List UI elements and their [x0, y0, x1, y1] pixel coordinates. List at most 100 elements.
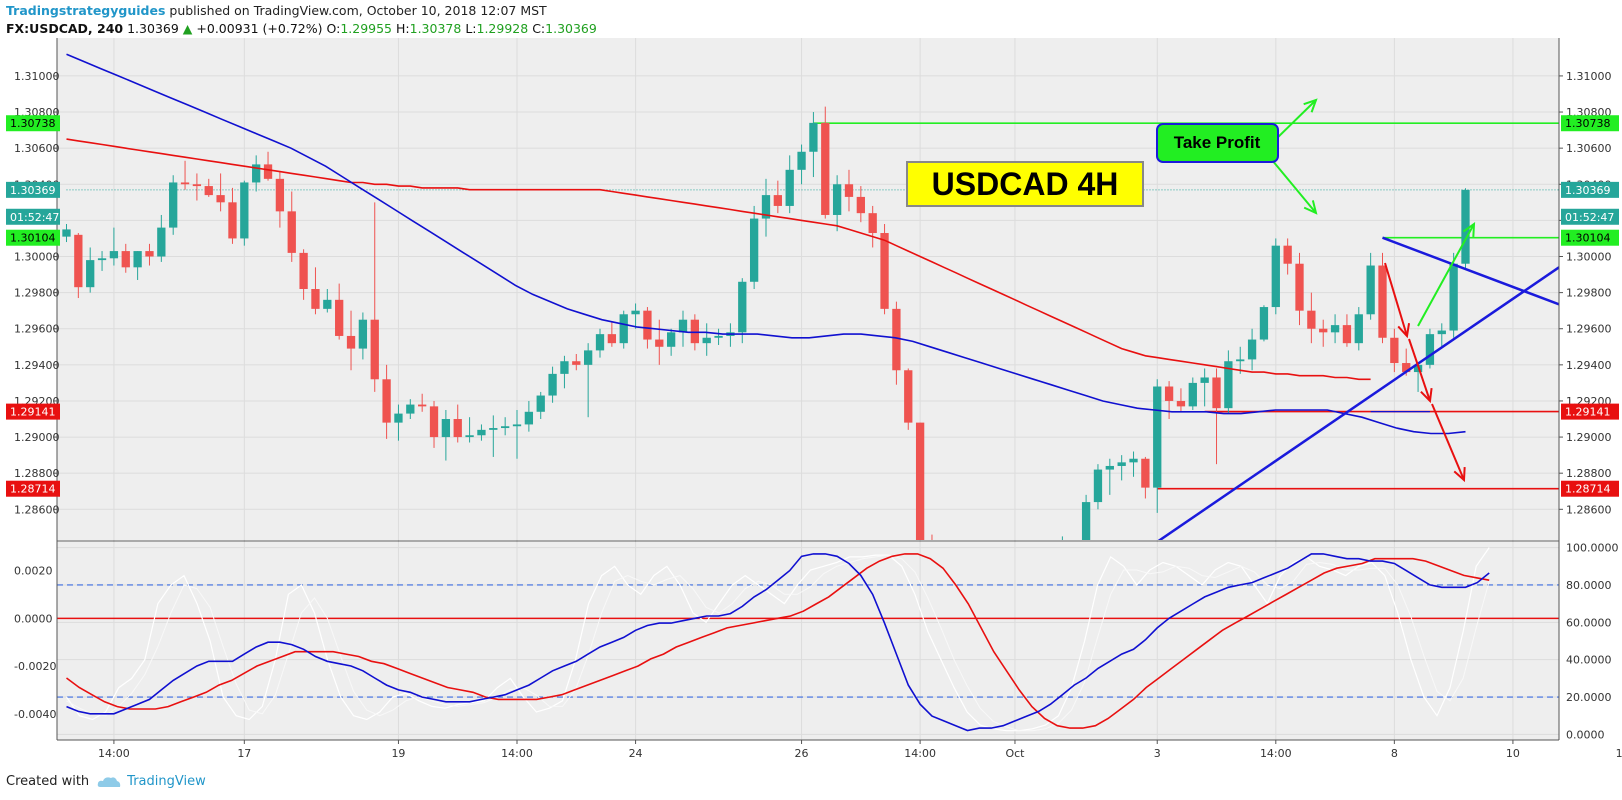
candle [678, 310, 688, 347]
candle-body [1342, 325, 1352, 344]
osc-tick-label-right: 60.0000 [1566, 616, 1612, 629]
candle-body [477, 429, 486, 436]
candle-body [1081, 502, 1091, 540]
candle [880, 223, 889, 315]
osc-tick-label-left: -0.0020 [14, 660, 56, 673]
candle-body [1402, 363, 1411, 373]
candle-body [121, 251, 130, 268]
up-arrow-icon: ▲ [182, 21, 193, 36]
price-badge-left-text: 1.30369 [10, 184, 56, 197]
candle-body [1259, 307, 1269, 340]
price-tick-label-right: 1.30600 [1566, 142, 1612, 155]
take-profit-arrow-up-head [1303, 98, 1318, 113]
candle-body [915, 422, 925, 540]
price-tick-label-left: 1.31000 [14, 70, 60, 83]
x-tick-label: 17 [237, 747, 251, 760]
candle [655, 319, 664, 365]
price-badge-right-text: 1.29141 [1565, 406, 1611, 419]
candle-body [382, 379, 391, 423]
candle [145, 243, 154, 266]
candle-body [524, 411, 534, 425]
candle [121, 243, 130, 273]
candle [1236, 346, 1245, 374]
candle-body [394, 413, 403, 423]
title-box [906, 161, 1144, 207]
candle [465, 417, 474, 443]
take-profit-box [1156, 123, 1279, 163]
price-tick-label-right: 1.29000 [1566, 431, 1612, 444]
bullish-arrow [1417, 223, 1475, 327]
x-tick-label: 24 [629, 747, 643, 760]
candle [1319, 319, 1328, 347]
price-badge-right [1561, 181, 1619, 198]
price-badge-left [6, 403, 60, 420]
candle [548, 366, 557, 403]
price-tick-label-left: 1.28800 [14, 467, 60, 480]
candle-body [1437, 330, 1446, 335]
symbol-header: FX:USDCAD, 240 1.30369 ▲ +0.00931 (+0.72… [6, 21, 597, 36]
candle-body [738, 281, 747, 333]
price-badge-right [1561, 115, 1619, 132]
candle-body [1295, 263, 1304, 311]
candle-body [86, 260, 95, 288]
open-value: 1.29955 [340, 21, 393, 36]
candle [97, 251, 107, 271]
candle [761, 178, 771, 237]
candle [868, 205, 877, 248]
candle-body [821, 122, 830, 215]
candle [418, 393, 427, 412]
candle [702, 323, 711, 356]
candle-body [441, 419, 451, 438]
candle-body [1378, 265, 1387, 338]
candle-body [1425, 334, 1435, 365]
price-badge-right [1561, 403, 1619, 420]
candle [299, 249, 308, 300]
price-badge-left-text: 1.30738 [10, 117, 56, 130]
candle [1283, 238, 1292, 275]
bearish-arrow-3-head [1453, 466, 1466, 483]
candle-body [252, 164, 261, 183]
candle [275, 171, 285, 228]
price-badge-left-text: 1.29141 [10, 406, 56, 419]
candle [1093, 464, 1103, 510]
price-badge-right-text: 1.28714 [1565, 483, 1611, 496]
osc-tick-label-right: 100.0000 [1566, 542, 1619, 555]
candle [489, 415, 498, 457]
candle [453, 404, 462, 443]
candle [1200, 368, 1209, 407]
candle [86, 247, 95, 293]
bullish-arrow-head [1462, 221, 1476, 238]
candle-body [1176, 400, 1186, 407]
candle-body [204, 186, 213, 196]
candle-body [761, 195, 771, 219]
price-badge-left [6, 181, 60, 198]
candle-body [797, 151, 806, 170]
candle [1271, 238, 1280, 315]
candle-body [1117, 462, 1126, 466]
candle-body [1319, 328, 1328, 333]
candle [1307, 292, 1316, 344]
candle [1129, 451, 1138, 477]
publisher-link[interactable]: Tradingstrategyguides [6, 3, 166, 18]
tradingview-brand-link[interactable]: TradingView [127, 774, 206, 789]
candle-body [418, 404, 427, 407]
candle [595, 328, 605, 358]
take-profit-arrow-down [1271, 159, 1317, 214]
tradingview-cloud-icon [97, 776, 121, 787]
candle-body [1093, 469, 1103, 503]
candle [1141, 456, 1150, 499]
candle [441, 409, 451, 461]
x-tick-label: 14:00 [501, 747, 533, 760]
candle [785, 155, 794, 214]
x-tick-label: Oct [1005, 747, 1025, 760]
candle-body [109, 251, 119, 259]
candle-body [1271, 245, 1280, 308]
price-tick-label-left: 1.29600 [14, 323, 60, 336]
price-change: +0.00931 (+0.72%) [196, 21, 323, 36]
candle [169, 175, 178, 235]
resistance-trendline [1382, 236, 1559, 306]
candle-body [323, 299, 332, 309]
x-tick-label: 19 [391, 747, 405, 760]
